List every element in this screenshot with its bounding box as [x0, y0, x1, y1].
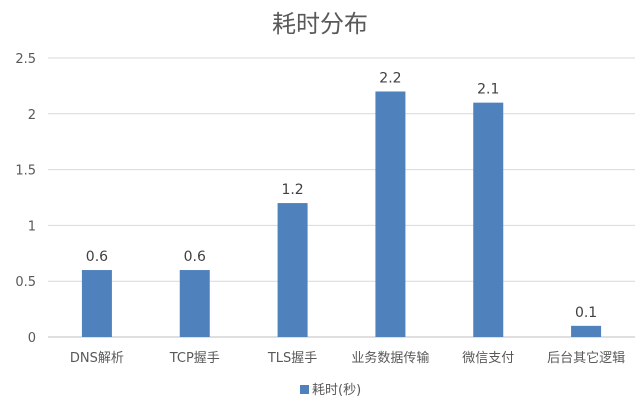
x-tick-label: DNS解析	[70, 351, 124, 366]
data-label: 0.1	[575, 305, 597, 321]
bar	[473, 102, 504, 337]
data-label: 1.2	[281, 182, 303, 198]
data-label: 0.6	[184, 249, 206, 265]
x-tick-label: TLS握手	[267, 351, 317, 366]
bar	[375, 91, 406, 337]
x-tick-label: 后台其它逻辑	[547, 350, 625, 366]
y-tick-label: 0.5	[15, 275, 36, 290]
chart-title: 耗时分布	[272, 10, 368, 38]
legend-label: 耗时(秒)	[312, 383, 361, 398]
y-tick-label: 2	[28, 108, 36, 123]
x-tick-label: 业务数据传输	[351, 350, 429, 366]
y-tick-label: 1	[28, 219, 36, 234]
data-label: 2.1	[477, 82, 499, 98]
bar	[81, 270, 112, 337]
x-tick-label: 微信支付	[462, 351, 514, 366]
bar	[277, 203, 308, 337]
legend-swatch	[300, 385, 309, 394]
bar	[179, 270, 210, 337]
y-tick-label: 2.5	[15, 52, 36, 67]
data-label: 0.6	[86, 249, 108, 265]
y-tick-label: 0	[28, 331, 36, 346]
y-tick-label: 1.5	[15, 164, 36, 179]
x-tick-label: TCP握手	[169, 351, 220, 366]
data-label: 2.2	[379, 70, 401, 86]
bar	[571, 325, 602, 337]
